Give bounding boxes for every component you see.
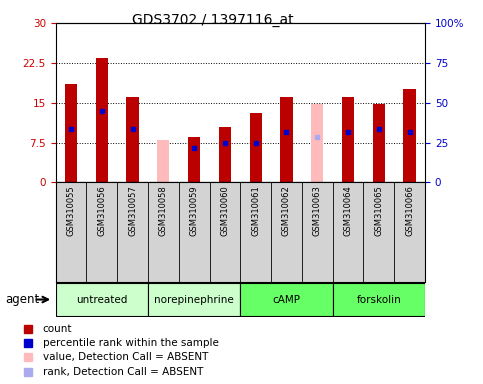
Bar [96,58,108,182]
Text: GSM310064: GSM310064 [343,185,353,236]
Text: GSM310055: GSM310055 [67,185,75,236]
Bar [311,104,324,182]
Text: value, Detection Call = ABSENT: value, Detection Call = ABSENT [43,352,208,362]
Text: GSM310065: GSM310065 [374,185,384,236]
Bar [127,98,139,182]
Text: GSM310060: GSM310060 [220,185,229,236]
Bar [373,104,385,182]
Text: norepinephrine: norepinephrine [154,295,234,305]
Text: GDS3702 / 1397116_at: GDS3702 / 1397116_at [132,13,293,27]
Text: cAMP: cAMP [272,295,300,305]
Bar [56,283,148,316]
Text: rank, Detection Call = ABSENT: rank, Detection Call = ABSENT [43,367,203,377]
Bar [65,84,77,182]
Bar [148,283,241,316]
Text: GSM310059: GSM310059 [190,185,199,236]
Text: GSM310063: GSM310063 [313,185,322,236]
Bar [188,137,200,182]
Text: percentile rank within the sample: percentile rank within the sample [43,338,219,348]
Text: agent: agent [5,293,39,306]
Text: GSM310058: GSM310058 [159,185,168,236]
Bar [342,98,354,182]
Text: GSM310062: GSM310062 [282,185,291,236]
Text: untreated: untreated [76,295,128,305]
Text: GSM310057: GSM310057 [128,185,137,236]
Bar [250,113,262,182]
Text: forskolin: forskolin [356,295,401,305]
Bar [240,283,333,316]
Text: count: count [43,323,72,334]
Text: GSM310056: GSM310056 [97,185,106,236]
Bar [333,283,425,316]
Text: GSM310061: GSM310061 [251,185,260,236]
Text: GSM310066: GSM310066 [405,185,414,236]
Bar [219,127,231,182]
Bar [280,98,293,182]
Bar [403,89,416,182]
Bar [157,140,170,182]
